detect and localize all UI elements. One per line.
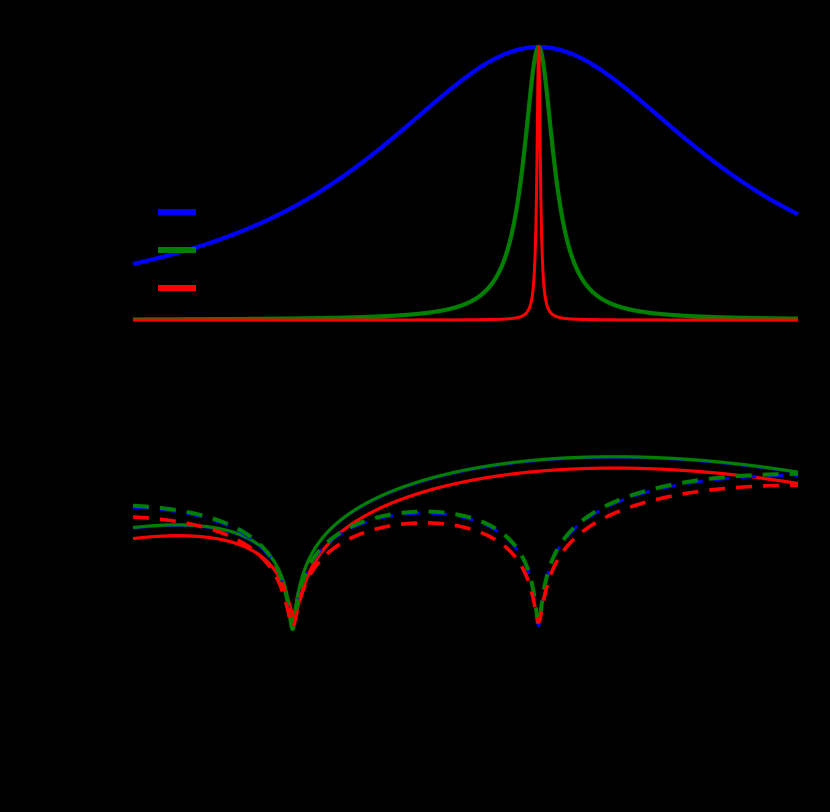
bottom-panel-ylabel: Phase [40, 560, 57, 606]
bottom-panel-ytick-2: -1 [106, 518, 119, 534]
bottom-panel-xtick-3: 0.5 [617, 692, 637, 708]
top-panel-plot-area [131, 44, 800, 322]
top-panel: Q = 10 Q = 100 Q = 1000 Detuning Intensi… [40, 44, 802, 387]
bottom-panel-ytick-0: -3 [106, 674, 119, 690]
top-panel-ytick-2: 1.0 [100, 52, 120, 68]
legend-swatch-series-1 [158, 209, 196, 215]
top-panel-ytick-1: 0.5 [100, 182, 120, 198]
bottom-panel-xlabel: Detuning [440, 726, 505, 743]
top-panel-xtick-2: 0.0 [452, 336, 472, 352]
bottom-panel-tag: (b) [150, 436, 170, 453]
bottom-panel-xtick-0: -1.0 [120, 692, 145, 708]
top-panel-xtick-1: -0.5 [287, 336, 312, 352]
bottom-panel-ytick-1: -2 [106, 596, 119, 612]
bottom-panel: Detuning Phase (b) -1.0 -0.5 0.0 0.5 1.0… [0, 406, 830, 812]
legend-swatch-series-2 [158, 247, 196, 253]
bottom-panel-xtick-4: 1.0 [782, 692, 802, 708]
top-panel-xtick-0: -1.0 [120, 336, 145, 352]
bottom-panel-plot-area [131, 423, 800, 632]
legend-label-series-1: Q = 10 [204, 204, 250, 221]
legend-swatch-series-3 [158, 285, 196, 291]
top-panel-xtick-3: 0.5 [617, 336, 637, 352]
curve-bottom-q-1000-solid [131, 466, 800, 618]
legend-label-series-3: Q = 1000 [204, 280, 267, 297]
curve-bottom-q-1000-dashed [131, 483, 800, 629]
bottom-panel-xtick-1: -0.5 [287, 692, 312, 708]
curve-bottom-q-10-dashed [131, 473, 800, 631]
curve-top-q-100 [131, 44, 800, 322]
bottom-panel-ytick-3: 0 [106, 440, 114, 456]
curve-top-q-10 [131, 44, 800, 267]
top-panel-ylabel: Intensity [40, 170, 57, 230]
curve-bottom-q-100-solid [131, 455, 800, 622]
legend-label-series-2: Q = 100 [204, 242, 258, 259]
bottom-panel-xtick-2: 0.0 [452, 692, 472, 708]
top-panel-tag: (a) [150, 50, 170, 67]
top-panel-xlabel: Detuning [440, 370, 505, 387]
top-panel-ytick-0: 0.0 [100, 310, 120, 326]
top-panel-xtick-4: 1.0 [782, 336, 802, 352]
curve-top-q-1000 [131, 45, 800, 322]
curve-bottom-q-100-dashed [131, 471, 800, 632]
